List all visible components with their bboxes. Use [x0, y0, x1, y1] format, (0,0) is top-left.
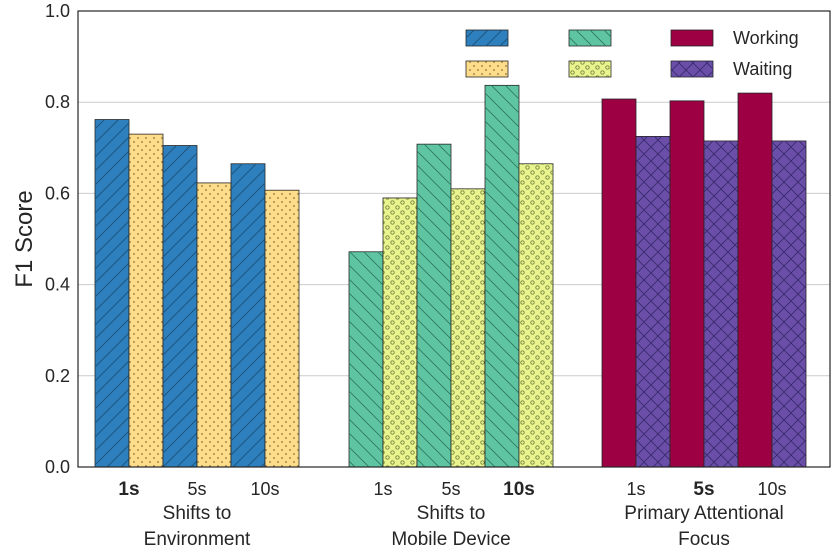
window-label: 10s: [757, 479, 786, 499]
legend-label: Waiting: [733, 59, 792, 79]
legend-swatch-hatch: [671, 61, 713, 77]
y-tick-label: 0.2: [45, 366, 70, 386]
x-labels: 1s 5s 10s Shifts to Environment 1s 5s 10s Shifts…: [118, 479, 786, 550]
window-label: 1s: [626, 479, 645, 499]
bar-hatch: [197, 182, 231, 468]
bar-hatch: [349, 251, 383, 467]
legend: Working Waiting: [465, 28, 799, 79]
y-tick-label: 0.6: [45, 183, 70, 203]
bar-hatch: [636, 136, 670, 467]
window-label: 5s: [441, 479, 460, 499]
group-label: Shifts to: [163, 503, 232, 524]
y-tick-label: 0.4: [45, 275, 70, 295]
bar: [601, 98, 637, 468]
bar-hatch: [129, 134, 163, 467]
window-label: 10s: [503, 479, 535, 500]
group-label: Mobile Device: [391, 529, 510, 550]
bar-hatch: [451, 188, 485, 467]
bar-hatch: [485, 85, 519, 467]
group-label: Focus: [678, 529, 730, 550]
y-tick-label: 0.8: [45, 92, 70, 112]
legend-swatch-hatch: [466, 30, 508, 46]
bar-hatch: [95, 119, 129, 467]
y-tick-label: 0.0: [45, 457, 70, 477]
group-label: Primary Attentional: [624, 503, 783, 524]
legend-swatch: [670, 29, 714, 47]
bar-hatch: [265, 190, 299, 467]
bar-hatch: [383, 197, 417, 467]
bar-hatch: [163, 145, 197, 467]
window-label: 5s: [693, 479, 714, 500]
group-label: Environment: [144, 529, 251, 550]
plot-frame: [77, 10, 831, 468]
bar-hatch: [519, 163, 553, 467]
y-tick-label: 1.0: [45, 1, 70, 21]
legend-swatch-hatch: [466, 61, 508, 77]
window-label: 5s: [187, 479, 206, 499]
legend-swatch-hatch: [569, 61, 611, 77]
bars: [94, 84, 807, 468]
legend-swatch-hatch: [569, 30, 611, 46]
bar-hatch: [772, 140, 806, 467]
legend-label: Working: [733, 28, 799, 48]
window-label: 1s: [118, 479, 139, 500]
y-ticks: 0.0 0.2 0.4 0.6 0.8 1.0: [45, 1, 70, 477]
bar-hatch: [704, 140, 738, 467]
window-label: 10s: [250, 479, 279, 499]
bar-hatch: [231, 163, 265, 467]
bar-hatch: [417, 144, 451, 468]
window-label: 1s: [373, 479, 392, 499]
group-label: Shifts to: [417, 503, 486, 524]
y-axis-label: F1 Score: [11, 190, 38, 287]
bar: [669, 100, 705, 468]
bar: [737, 92, 773, 468]
